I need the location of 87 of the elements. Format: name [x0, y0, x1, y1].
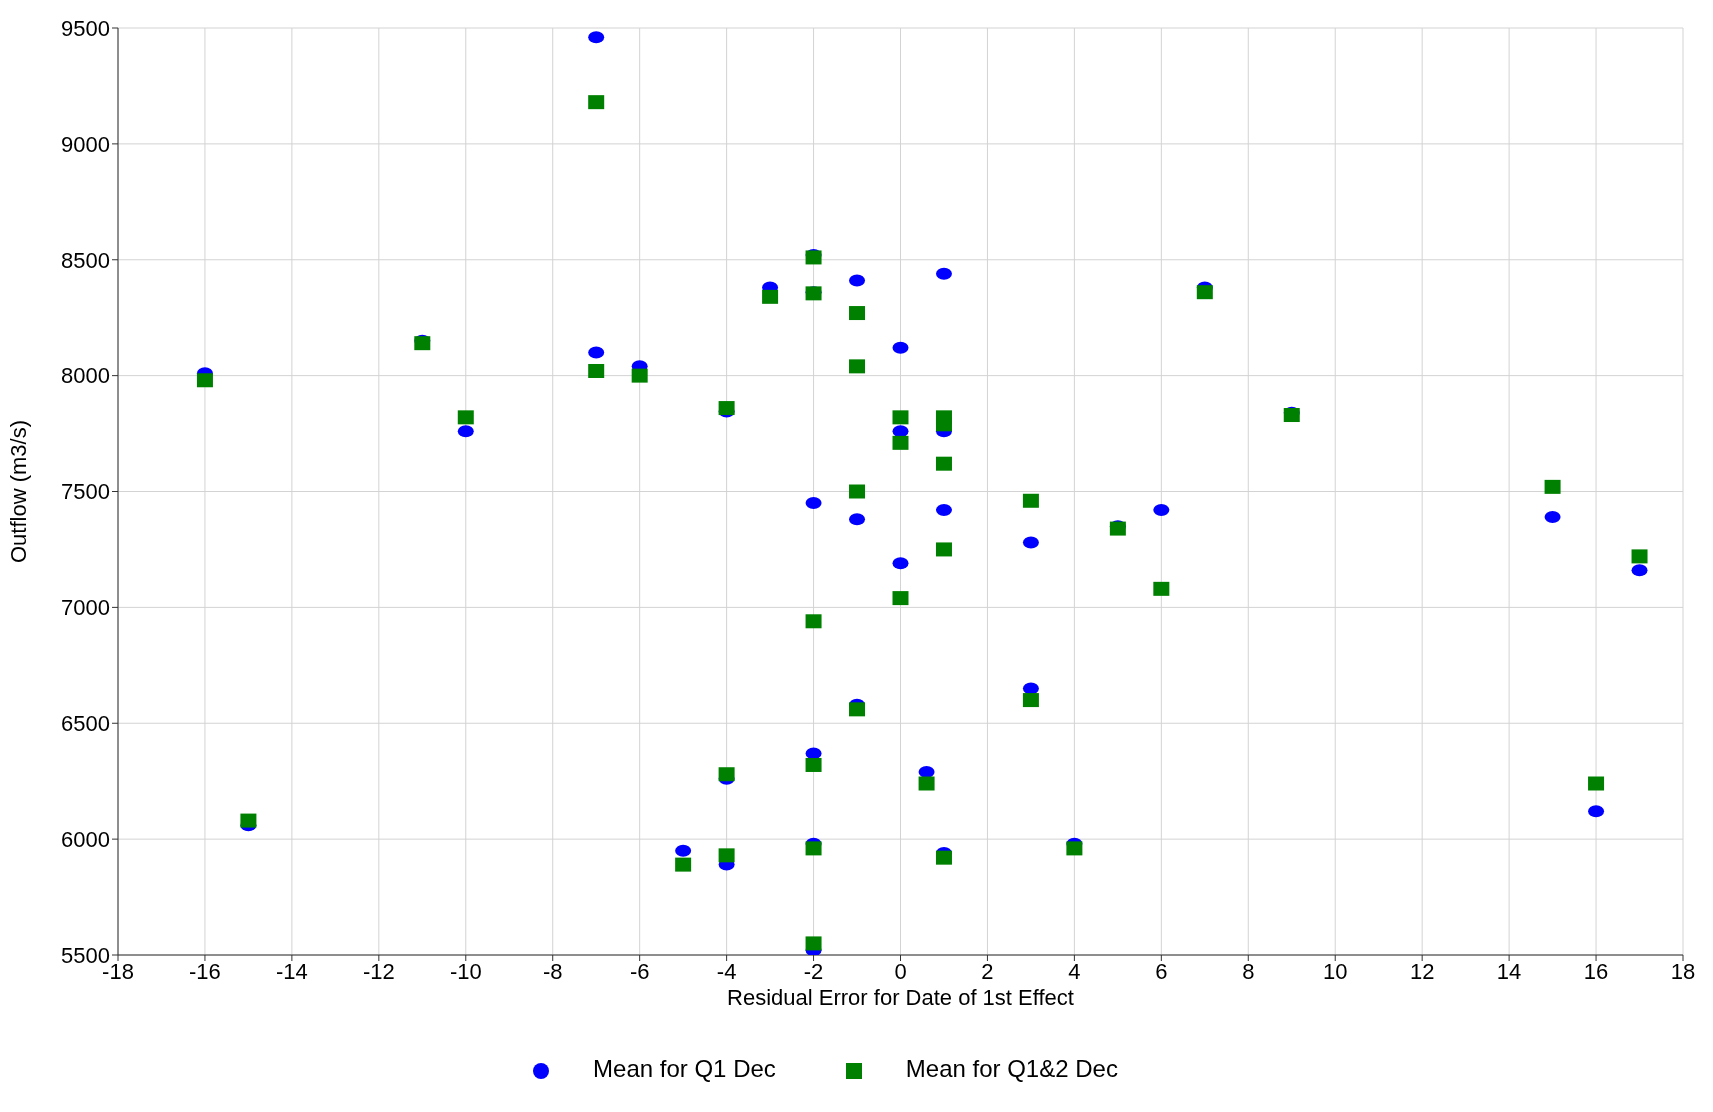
x-tick-label: 8 [1242, 958, 1255, 984]
point [805, 614, 822, 629]
y-tick-label: 9000 [61, 131, 110, 157]
point [1544, 510, 1561, 523]
point [1544, 479, 1561, 494]
x-tick-label: 0 [894, 958, 907, 984]
point [240, 813, 257, 828]
point [849, 702, 866, 717]
x-tick-label: 12 [1409, 958, 1435, 984]
x-tick-label: 16 [1583, 958, 1609, 984]
y-tick-label: 7500 [61, 479, 110, 505]
point [588, 31, 605, 44]
y-tick-label: 7000 [61, 595, 110, 621]
x-tick-label: 6 [1155, 958, 1168, 984]
point [1153, 504, 1170, 517]
point [892, 557, 909, 570]
point [849, 513, 866, 526]
point [935, 504, 952, 517]
x-tick-label: 14 [1496, 958, 1522, 984]
point [892, 425, 909, 438]
point [805, 936, 822, 951]
y-tick-label: 8500 [61, 247, 110, 273]
point [1022, 682, 1039, 695]
x-axis-title: Residual Error for Date of 1st Effect [727, 985, 1074, 1010]
point [805, 497, 822, 510]
point [196, 373, 213, 388]
point [1588, 776, 1605, 791]
x-tick-label: -6 [629, 958, 650, 984]
x-tick-label: 18 [1670, 958, 1696, 984]
point [588, 363, 605, 378]
x-tick-label: -8 [542, 958, 563, 984]
point [849, 359, 866, 374]
point [1022, 693, 1039, 708]
x-tick-label: -4 [716, 958, 737, 984]
point [1153, 581, 1170, 596]
point [588, 95, 605, 110]
y-axis-title: Outflow (m3/s) [5, 419, 31, 564]
point [849, 274, 866, 287]
point [805, 841, 822, 856]
legend-label: Mean for Q1&2 Dec [905, 1055, 1118, 1082]
point [892, 410, 909, 425]
point [849, 484, 866, 499]
point [849, 306, 866, 321]
point [1196, 285, 1213, 300]
point [1283, 408, 1300, 423]
point [1631, 549, 1648, 564]
point [935, 417, 952, 432]
point [935, 542, 952, 557]
x-tick-label: 10 [1322, 958, 1348, 984]
point [718, 767, 735, 782]
point [588, 346, 605, 359]
y-tick-label: 6000 [61, 826, 110, 852]
point [1588, 805, 1605, 818]
point [675, 857, 692, 872]
x-tick-label: -2 [803, 958, 824, 984]
x-tick-label: 2 [981, 958, 994, 984]
y-tick-label: 8000 [61, 363, 110, 389]
point [631, 368, 648, 383]
x-tick-label: 4 [1068, 958, 1081, 984]
point [457, 410, 474, 425]
point [1022, 536, 1039, 549]
point [1022, 493, 1039, 508]
point [718, 848, 735, 863]
x-tick-label: -14 [275, 958, 308, 984]
point [892, 341, 909, 354]
point [1631, 564, 1648, 577]
point [935, 267, 952, 280]
legend-label: Mean for Q1 Dec [593, 1055, 776, 1082]
point [718, 401, 735, 416]
y-tick-label: 9500 [61, 15, 110, 41]
point [675, 844, 692, 857]
point [805, 747, 822, 760]
point [1066, 841, 1083, 856]
point [805, 757, 822, 772]
point [935, 850, 952, 865]
point [457, 425, 474, 438]
point [918, 765, 935, 778]
point [414, 336, 431, 351]
point [892, 435, 909, 450]
x-tick-label: -12 [362, 958, 395, 984]
point [892, 591, 909, 606]
point [762, 289, 779, 304]
point [918, 776, 935, 791]
point [935, 456, 952, 471]
x-tick-label: -10 [449, 958, 482, 984]
x-tick-label: -16 [189, 958, 221, 984]
y-tick-label: 6500 [61, 711, 110, 737]
